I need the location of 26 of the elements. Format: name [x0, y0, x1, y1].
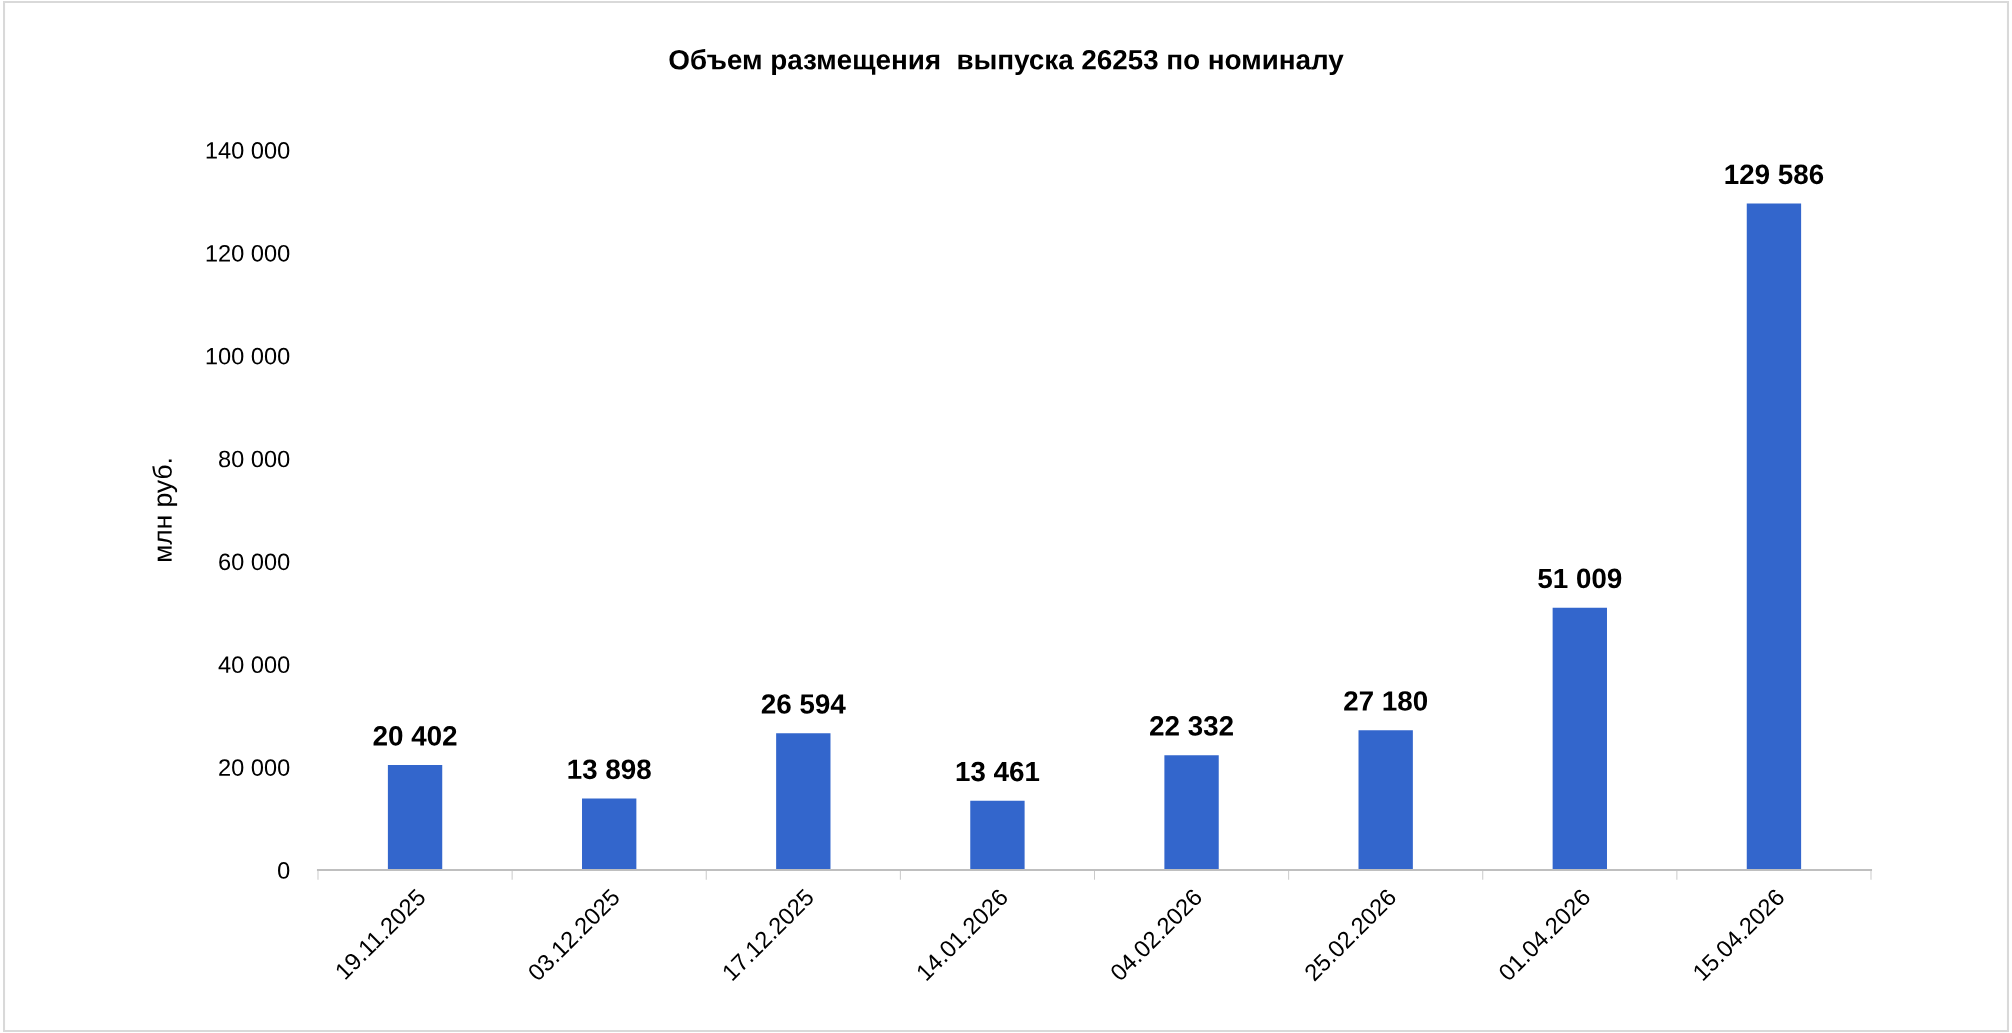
data-label: 129 586 — [1725, 164, 1824, 185]
bar — [1164, 755, 1219, 870]
bar — [582, 798, 637, 870]
data-label: 26 594 — [761, 694, 846, 714]
y-axis-title: млн руб. — [152, 459, 178, 562]
y-tick-label: 100 000 — [206, 347, 290, 365]
y-tick-label: 80 000 — [219, 450, 290, 468]
y-tick-label: 0 — [278, 862, 290, 879]
bar — [1746, 203, 1802, 870]
data-label: 20 402 — [373, 726, 457, 746]
data-label: 13 461 — [956, 761, 1040, 782]
bar — [970, 800, 1025, 870]
y-tick-label: 40 000 — [218, 656, 290, 674]
y-tick-label: 120 000 — [206, 244, 290, 262]
data-label: 22 332 — [1150, 716, 1233, 736]
bar — [1358, 730, 1413, 870]
y-tick-label: 20 000 — [219, 759, 290, 776]
bar — [776, 733, 831, 870]
bar — [1552, 607, 1607, 870]
data-label: 51 009 — [1538, 568, 1622, 589]
bar — [387, 765, 443, 870]
chart-title: Объем размещения выпуска 26253 по номиналу — [669, 48, 1344, 76]
y-tick-label: 60 000 — [219, 553, 290, 571]
y-tick-label: 140 000 — [206, 142, 290, 159]
data-label: 13 898 — [568, 759, 651, 780]
data-label: 27 180 — [1344, 691, 1428, 711]
